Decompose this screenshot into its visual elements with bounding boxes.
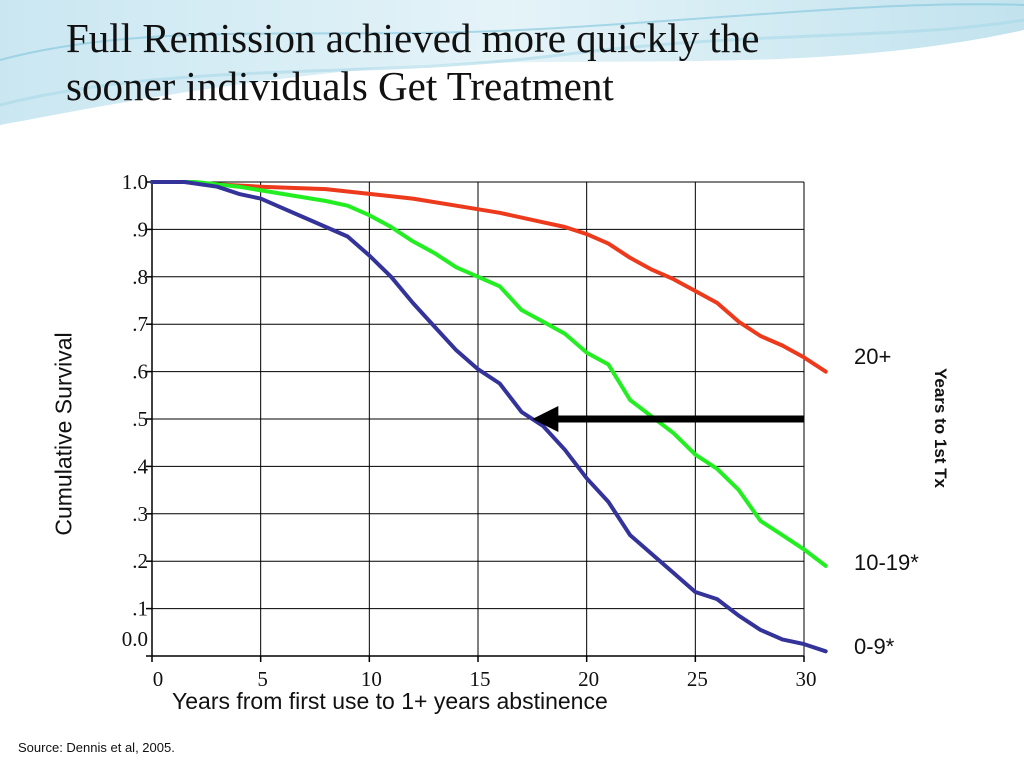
x-tick-label-0: 0 <box>153 667 164 691</box>
y-tick-label-6: .6 <box>132 360 148 384</box>
x-tick-label-4: 20 <box>578 667 599 691</box>
x-tick-label-1: 5 <box>257 667 268 691</box>
y-tick-label-10: 1.0 <box>122 170 148 194</box>
y-tick-label-0: 0.0 <box>122 627 148 651</box>
legend-title: Years to 1st Tx <box>931 367 950 489</box>
series-line-1 <box>150 180 828 568</box>
x-tick-label-6: 30 <box>796 667 817 691</box>
series-layer <box>150 180 828 654</box>
source-citation: Source: Dennis et al, 2005. <box>18 740 175 755</box>
series-label-0-9: 0-9* <box>854 634 895 659</box>
arrow-head-0 <box>532 406 559 432</box>
x-tick-label-3: 15 <box>470 667 491 691</box>
x-tick-label-2: 10 <box>361 667 382 691</box>
tick-label-layer: 0.0 .1 .2 .3 .4 .5 .6 .7 .8 .9 1.0 0 5 10 15 20 25 30 <box>122 170 817 691</box>
series-label-20plus: 20+ <box>854 344 892 369</box>
axis-layer <box>146 180 805 662</box>
y-tick-label-5: .5 <box>132 407 148 431</box>
x-tick-label-5: 25 <box>687 667 708 691</box>
series-line-0 <box>150 180 828 374</box>
y-tick-label-2: .2 <box>132 549 148 573</box>
y-tick-label-4: .4 <box>132 454 148 478</box>
y-tick-label-7: .7 <box>132 312 148 336</box>
annotation-layer <box>532 406 804 432</box>
background-swoosh <box>0 0 1024 125</box>
y-tick-label-1: .1 <box>132 597 148 621</box>
y-axis-label: Cumulative Survival <box>50 332 77 536</box>
x-axis-label: Years from first use to 1+ years abstine… <box>172 688 608 714</box>
y-tick-label-9: .9 <box>132 217 148 241</box>
series-label-10-19: 10-19* <box>854 550 919 575</box>
title-line-1: Full Remission achieved more quickly the <box>66 15 760 61</box>
chart-panel <box>96 160 826 720</box>
slide-title: Full Remission achieved more quickly the… <box>66 14 966 110</box>
y-tick-label-8: .8 <box>132 265 148 289</box>
series-line-2 <box>150 180 828 654</box>
title-line-2: sooner individuals Get Treatment <box>66 63 614 109</box>
y-tick-label-3: .3 <box>132 502 148 526</box>
